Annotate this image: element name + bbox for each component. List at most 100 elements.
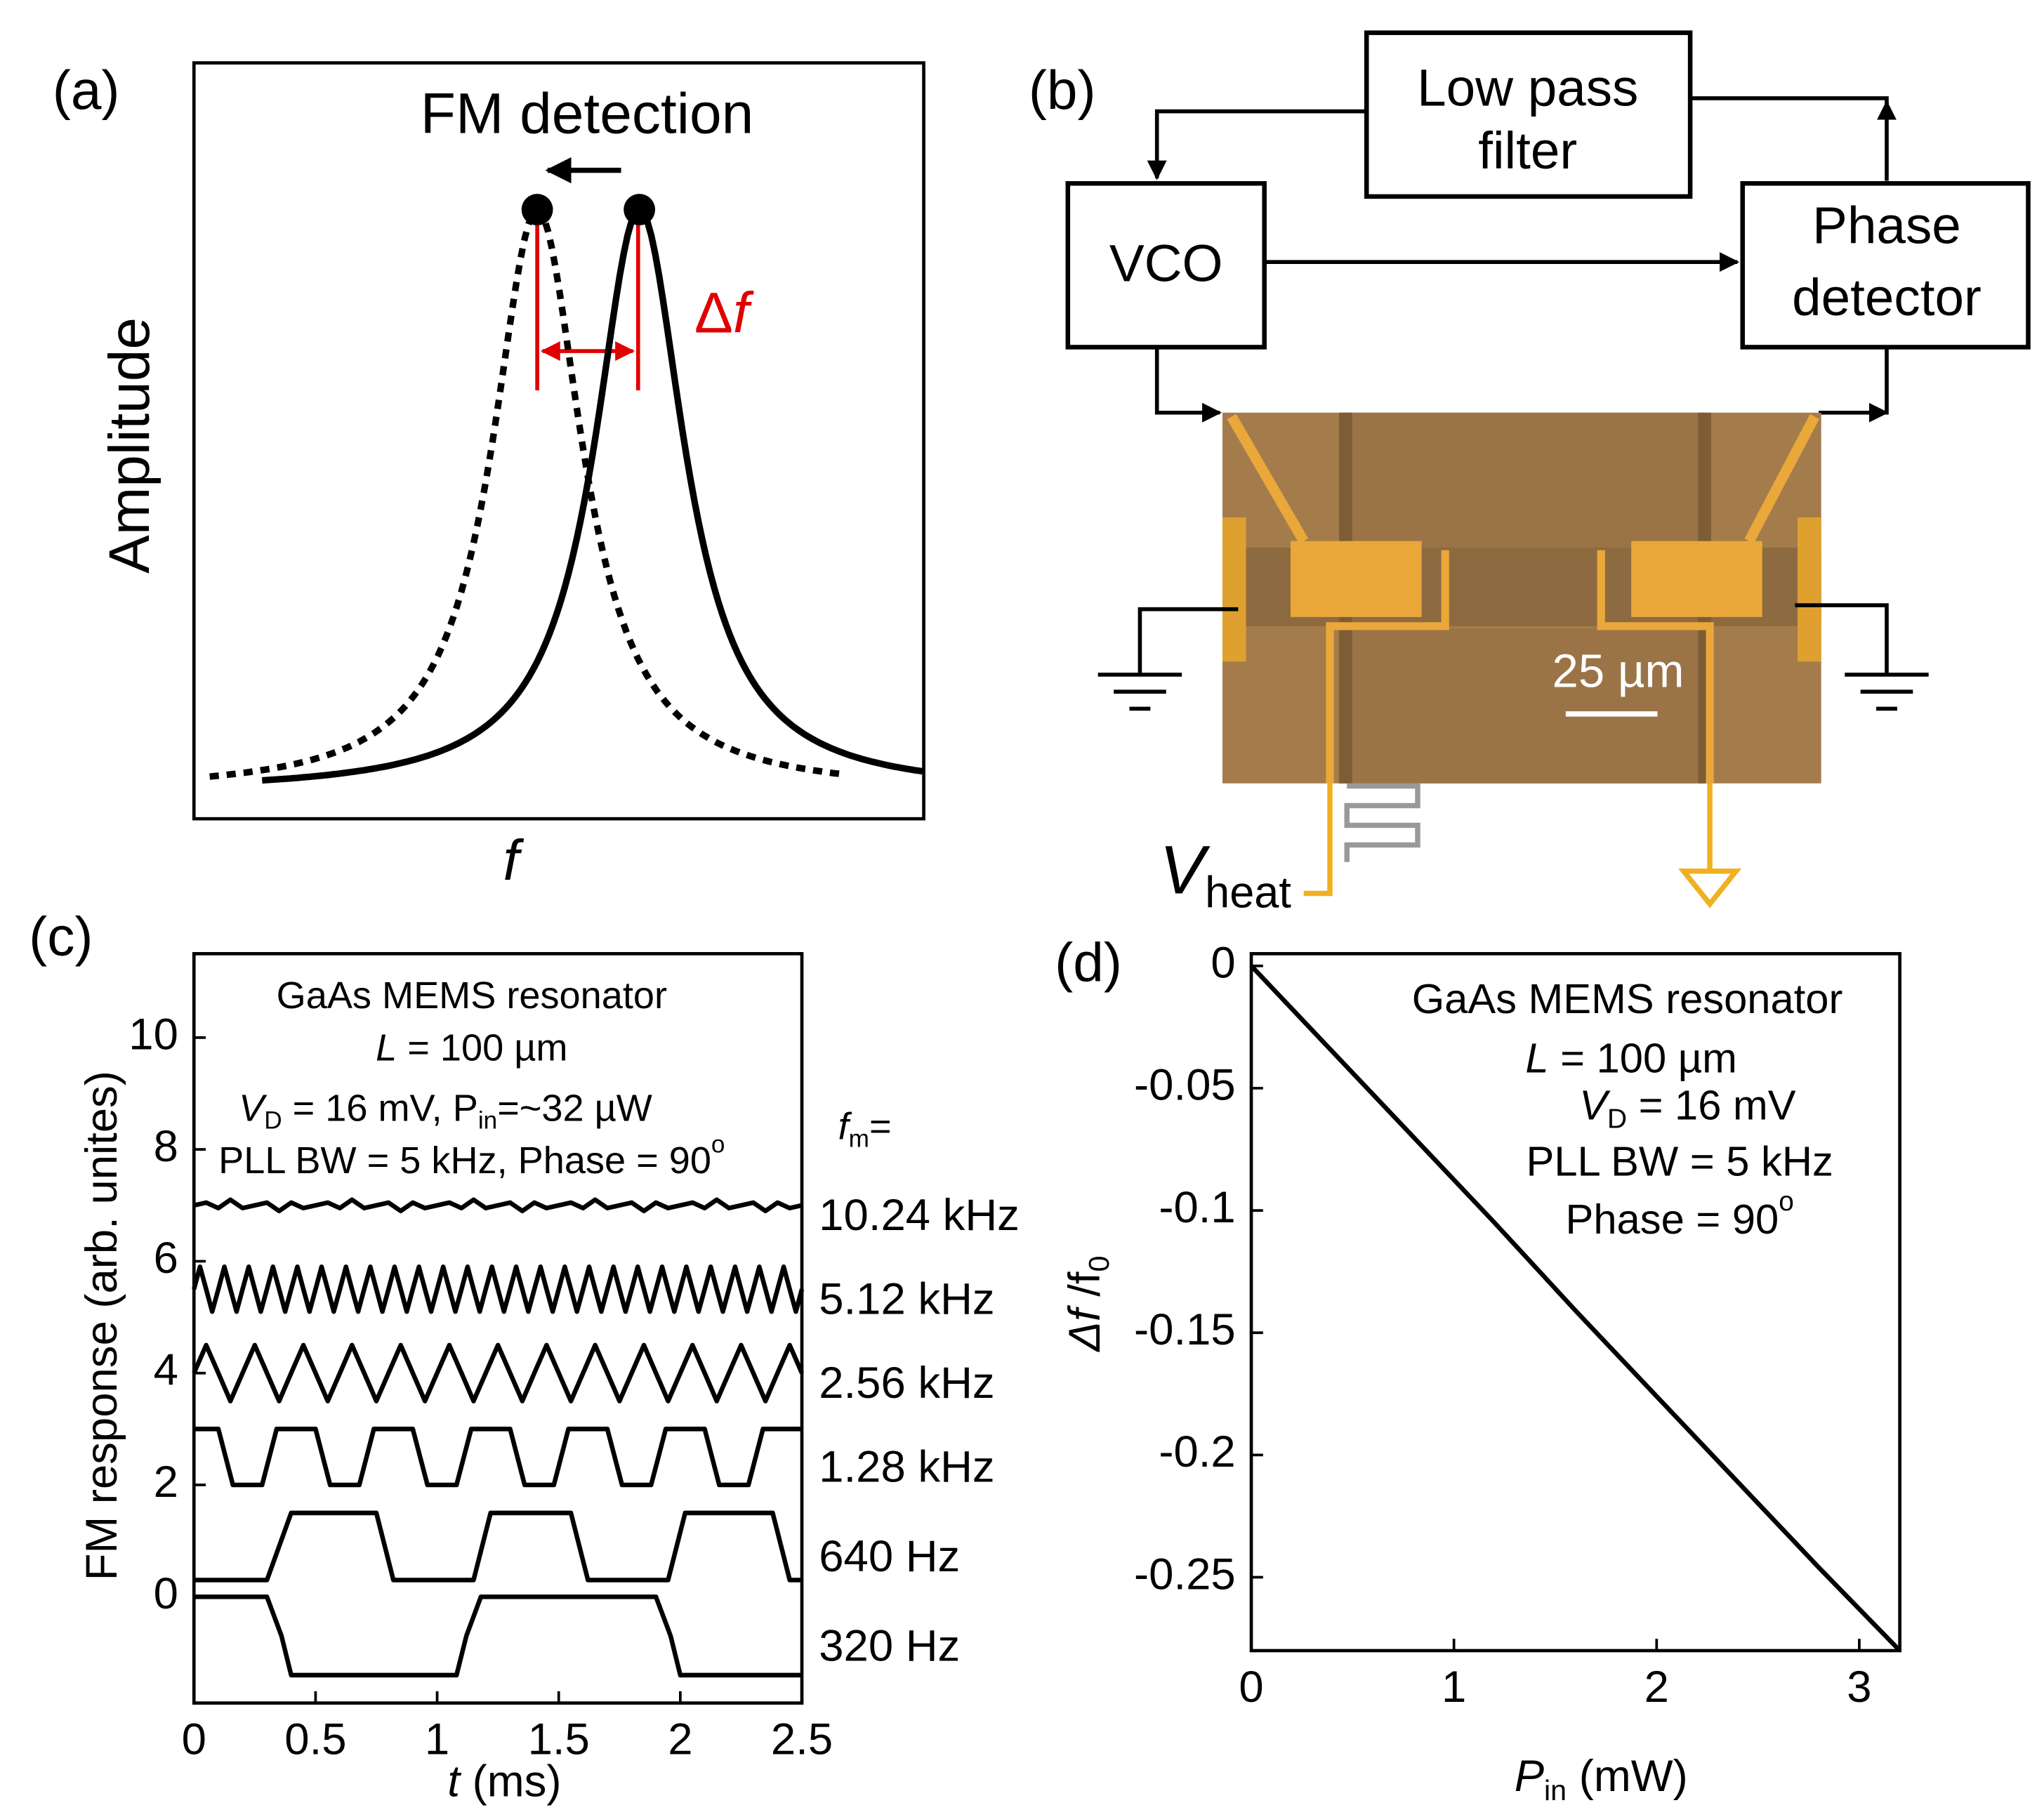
wire: [1690, 96, 1889, 105]
trace: [1597, 550, 1714, 784]
block-label: detector: [1792, 267, 1982, 326]
trace: [1227, 414, 1309, 544]
shift-label: Δf: [694, 281, 754, 345]
plot-frame: [192, 952, 804, 1705]
micrograph: [1222, 412, 1821, 784]
y-tick-label: 0: [154, 1569, 178, 1618]
block-label: VCO: [1109, 233, 1223, 292]
series-line: [193, 1197, 803, 1214]
resonance-curve: [261, 205, 923, 784]
x-tick-label: 2.5: [771, 1714, 833, 1764]
heater-label: Vheat: [1159, 831, 1291, 917]
scale-bar-label: 25 µm: [1552, 645, 1684, 698]
panel-label: (b): [1029, 59, 1096, 121]
x-tick-label: 0: [182, 1714, 206, 1764]
wire: [1818, 347, 1889, 415]
text-run: o: [1779, 1187, 1794, 1217]
y-tick-label: -0.15: [1134, 1305, 1236, 1354]
text-run: V: [1159, 831, 1211, 908]
annotation: Phase = 90o: [1566, 1187, 1794, 1242]
grounds: [1097, 603, 1929, 711]
series-label: 2.56 kHz: [819, 1359, 994, 1408]
y-tick-label: -0.25: [1134, 1550, 1236, 1599]
text-run: V: [1579, 1081, 1611, 1128]
text-run: =~32 µW: [497, 1088, 652, 1130]
x-tick-label: 2: [1644, 1663, 1669, 1712]
text-run: t: [447, 1757, 461, 1806]
y-axis-label: Δf /f0: [1060, 1256, 1115, 1353]
series-label: 640 Hz: [819, 1532, 960, 1581]
x-tick-label: 1: [1442, 1663, 1466, 1712]
wire: [1154, 347, 1222, 423]
y-tick-label: 4: [154, 1346, 178, 1395]
heater-resistor: [1344, 783, 1420, 862]
x-tick-label: 0.5: [284, 1714, 346, 1764]
trace: [1744, 414, 1819, 544]
x-axis-label: Pin (mW): [1515, 1752, 1688, 1806]
shifted-curve: [209, 206, 843, 780]
diagram-title: FM detection: [421, 82, 753, 146]
text-run: L: [376, 1027, 397, 1069]
series-line: [194, 1427, 803, 1488]
panel-a-frame: [192, 61, 925, 821]
wire: [1138, 607, 1239, 675]
text-run: in: [1544, 1774, 1567, 1806]
series-line: [194, 1594, 803, 1678]
series-line: [1249, 964, 1901, 1653]
ground-symbol: [1678, 868, 1742, 908]
text-run: Δf: [1060, 1304, 1109, 1353]
annotation: VD = 16 mV: [1579, 1081, 1796, 1134]
text-run: (ms): [460, 1757, 561, 1806]
text-run: = 16 mV: [1627, 1081, 1796, 1128]
electrode: [1222, 517, 1246, 662]
text-run: D: [1607, 1104, 1627, 1135]
x-tick-label: 0: [1239, 1663, 1263, 1712]
text-run: heat: [1205, 868, 1291, 917]
text-run: o: [711, 1131, 725, 1158]
text-run: = 100 µm: [397, 1027, 567, 1069]
wire: [1147, 109, 1367, 180]
text-run: f: [503, 828, 524, 892]
x-tick-label: 2: [668, 1714, 692, 1764]
block-label: Phase: [1812, 195, 1961, 254]
x-axis-label: f: [503, 828, 524, 892]
text-run: V: [239, 1088, 268, 1130]
y-tick-label: 8: [154, 1122, 178, 1171]
panel-label: (c): [29, 905, 93, 967]
series-label: 10.24 kHz: [819, 1191, 1020, 1240]
text-run: P: [1515, 1752, 1544, 1801]
x-tick-label: 1.5: [528, 1714, 590, 1764]
block-label: Low pass: [1417, 58, 1638, 117]
text-run: Phase = 90: [1566, 1196, 1779, 1243]
series-line: [194, 1510, 803, 1583]
pad: [1291, 541, 1422, 617]
annotation: fm=: [838, 1106, 892, 1153]
plot-frame: [1249, 952, 1901, 1653]
series-line: [192, 1342, 805, 1403]
block-box: [1065, 180, 1267, 350]
text-run: = 16 mV, P: [282, 1088, 478, 1130]
series-label: 5.12 kHz: [819, 1275, 994, 1324]
y-tick-label: -0.05: [1134, 1061, 1236, 1110]
y-tick-label: 10: [128, 1010, 178, 1059]
y-axis-label: Amplitude: [98, 317, 161, 574]
text-run: f: [838, 1106, 852, 1148]
text-run: /f: [1060, 1271, 1109, 1309]
y-tick-label: -0.1: [1159, 1183, 1235, 1232]
annotation: L = 100 µm: [376, 1027, 567, 1069]
text-run: = 100 µm: [1549, 1034, 1737, 1081]
text-run: f: [733, 281, 754, 345]
electrode: [1798, 517, 1821, 662]
block-box: [1364, 30, 1693, 199]
y-tick-label: 6: [154, 1234, 178, 1283]
annotation: L = 100 µm: [1525, 1034, 1737, 1081]
y-tick-label: 2: [154, 1458, 178, 1507]
text-run: Δ: [694, 281, 733, 345]
x-tick-label: 3: [1847, 1663, 1871, 1712]
y-tick-label: 0: [1211, 939, 1235, 988]
text-run: 0: [1083, 1256, 1115, 1272]
series-label: 1.28 kHz: [819, 1443, 994, 1492]
text-run: m: [849, 1125, 869, 1153]
photo-region: [1343, 628, 1703, 784]
